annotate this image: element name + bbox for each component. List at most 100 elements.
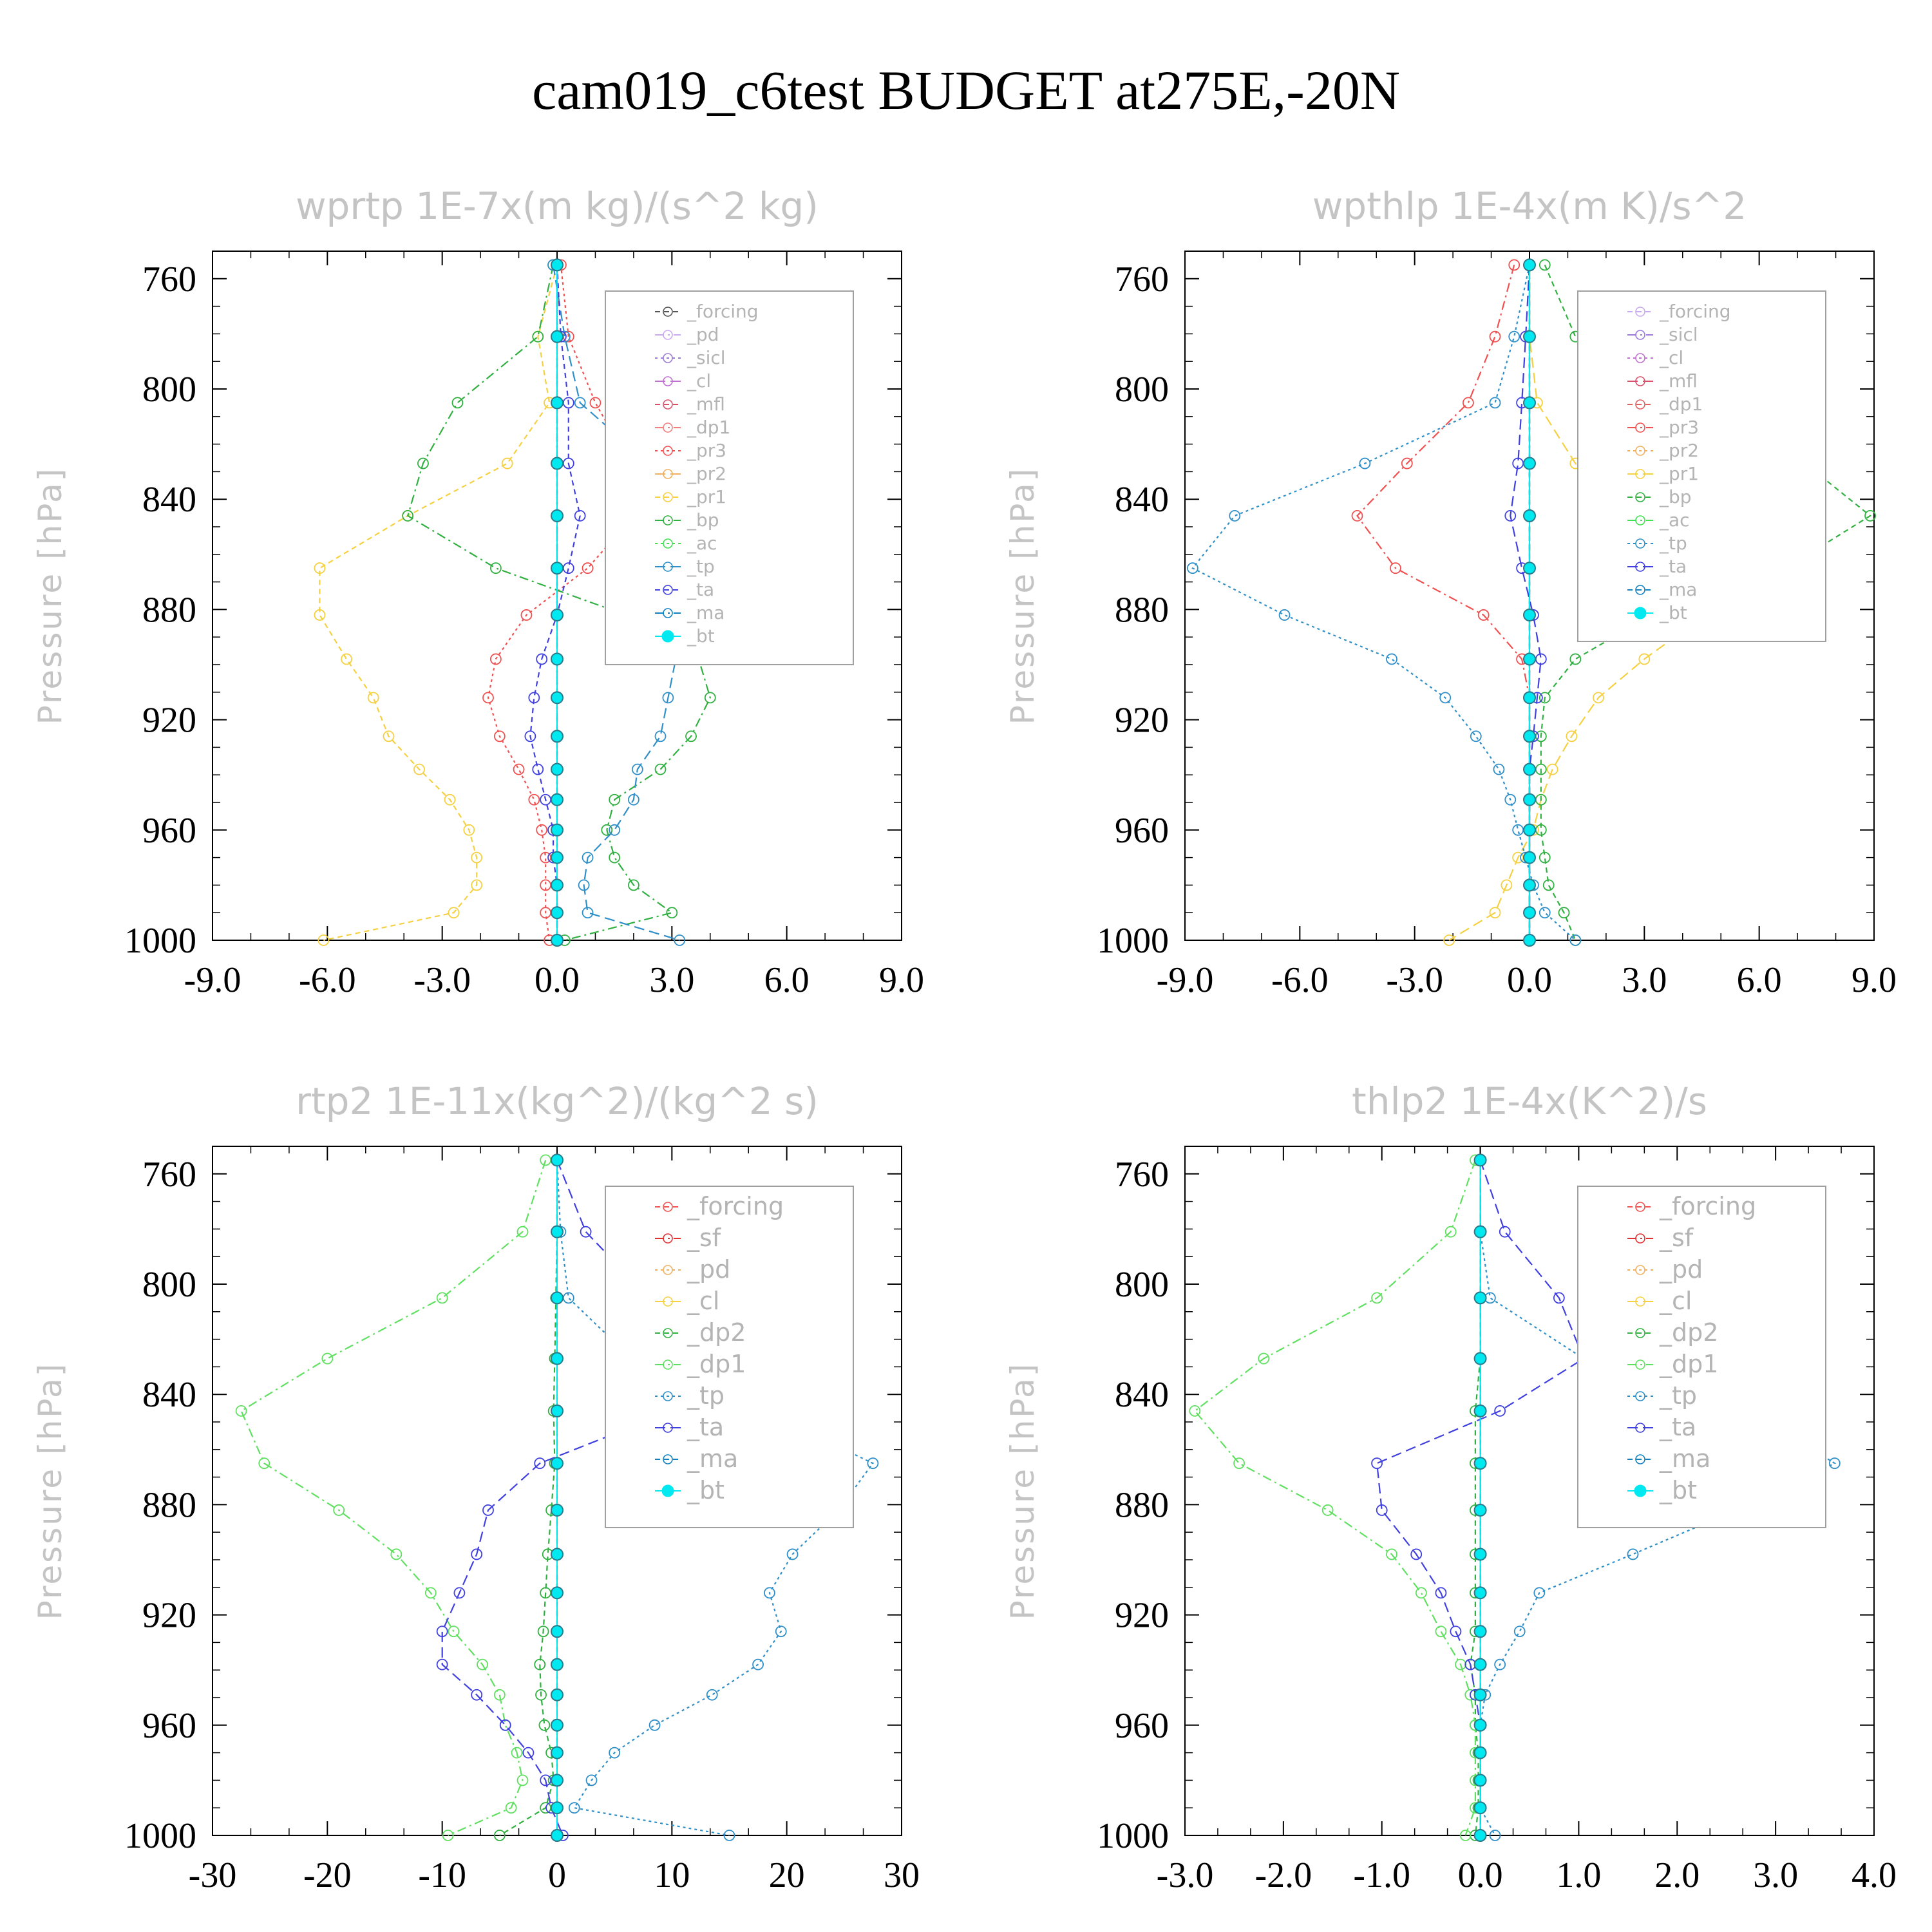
data-point <box>1864 509 1876 522</box>
legend-marker <box>1635 307 1645 317</box>
data-point <box>537 1625 549 1638</box>
legend-marker <box>1635 1359 1645 1370</box>
series-line-ta <box>1510 265 1542 940</box>
legend-label: _cl <box>687 370 711 392</box>
data-point <box>367 692 379 704</box>
legend-label: _ma <box>687 602 724 623</box>
y-axis-label: Pressure [hPa] <box>32 467 69 725</box>
data-point <box>402 509 414 522</box>
legend-label: _pd <box>687 1255 730 1283</box>
data-point <box>1508 259 1520 271</box>
legend-marker <box>1635 1391 1645 1401</box>
data-point <box>1233 1457 1245 1470</box>
y-tick-label: 960 <box>142 1706 196 1746</box>
y-tick-label: 840 <box>142 480 196 520</box>
legend-marker <box>1635 1328 1645 1338</box>
data-point <box>1376 1504 1388 1516</box>
data-point <box>1523 509 1536 522</box>
x-tick-label: 3.0 <box>1622 960 1667 1000</box>
data-point <box>1473 1457 1487 1470</box>
legend-label: _ta <box>1659 556 1687 577</box>
data-point <box>341 653 352 665</box>
legend-marker <box>663 422 673 433</box>
legend-label: _sicl <box>687 347 726 368</box>
data-point <box>551 1503 564 1517</box>
data-point <box>1489 1830 1501 1841</box>
legend-marker <box>663 1233 673 1244</box>
legend-label: _dp1 <box>687 417 730 438</box>
x-tick-label: 4.0 <box>1852 1855 1897 1895</box>
data-point <box>520 609 533 621</box>
data-point <box>1189 1405 1201 1417</box>
data-point <box>609 824 621 836</box>
y-tick-label: 1000 <box>1097 921 1169 961</box>
data-point <box>1489 397 1501 409</box>
data-point <box>1523 730 1536 743</box>
legend-marker <box>663 1423 673 1433</box>
data-point <box>551 1801 564 1815</box>
y-tick-label: 840 <box>1115 1375 1169 1415</box>
data-point <box>551 906 564 920</box>
data-point <box>786 1548 799 1560</box>
data-point <box>551 1774 564 1787</box>
y-tick-label: 920 <box>142 701 196 741</box>
data-point <box>499 1719 511 1731</box>
y-tick-label: 960 <box>1115 1706 1169 1746</box>
data-point <box>1371 1457 1383 1470</box>
data-point <box>534 1658 546 1671</box>
data-point <box>1473 1625 1487 1638</box>
data-point <box>1569 934 1582 946</box>
data-point <box>551 1352 564 1365</box>
x-tick-label: 0.0 <box>1458 1855 1503 1895</box>
data-point <box>1523 562 1536 575</box>
y-tick-label: 960 <box>1115 811 1169 851</box>
legend-marker <box>663 446 673 456</box>
data-point <box>1473 1404 1487 1417</box>
legend-marker <box>663 492 673 502</box>
data-point <box>321 1352 334 1365</box>
data-point <box>1523 396 1536 410</box>
x-tick-label: 10 <box>654 1855 690 1895</box>
data-point <box>383 730 395 743</box>
data-point <box>532 330 544 343</box>
data-point <box>1494 1405 1506 1417</box>
data-point <box>574 509 586 522</box>
data-point <box>1435 1587 1447 1599</box>
legend: _forcing_pd_sicl_cl_mfl_dp1_pr3_pr2_pr1_… <box>605 290 854 665</box>
data-point <box>1566 730 1578 743</box>
x-tick-label: 9.0 <box>1852 960 1897 1000</box>
data-point <box>1523 906 1536 920</box>
y-tick-label: 800 <box>1115 1265 1169 1305</box>
x-tick-label: 20 <box>769 1855 805 1895</box>
data-point <box>477 1658 488 1671</box>
data-point <box>417 457 429 469</box>
data-point <box>551 608 564 621</box>
data-point <box>1473 1658 1487 1671</box>
x-tick-label: 0.0 <box>1507 960 1552 1000</box>
data-point <box>511 1747 523 1759</box>
data-point <box>685 730 697 743</box>
data-point <box>551 1829 564 1842</box>
y-tick-label: 840 <box>142 1375 196 1415</box>
legend-label: _forcing <box>1659 1192 1756 1220</box>
legend-marker <box>663 469 673 479</box>
data-point <box>538 1719 551 1731</box>
data-point <box>551 762 564 776</box>
data-point <box>551 396 564 410</box>
data-point <box>436 1292 448 1304</box>
x-tick-label: 6.0 <box>764 960 810 1000</box>
legend-label: _dp1 <box>687 1350 746 1378</box>
data-point <box>1473 1548 1487 1561</box>
chart-panel-3: rtp2 1E-11x(kg^2)/(kg^2 s) Pressure [hPa]… <box>32 1079 920 1895</box>
legend-label: _forcing <box>687 1192 784 1220</box>
data-point <box>551 823 564 837</box>
legend-marker <box>663 562 673 572</box>
data-point <box>493 1830 506 1841</box>
legend: _forcing_sicl_cl_mfl_dp1_pr3_pr2_pr1_bp_… <box>1577 290 1826 642</box>
data-point <box>516 1226 529 1238</box>
data-point <box>551 730 564 743</box>
legend-label: _dp2 <box>1659 1318 1718 1347</box>
data-point <box>551 934 564 947</box>
legend-label: _ta <box>687 579 714 600</box>
data-point <box>1593 692 1604 704</box>
